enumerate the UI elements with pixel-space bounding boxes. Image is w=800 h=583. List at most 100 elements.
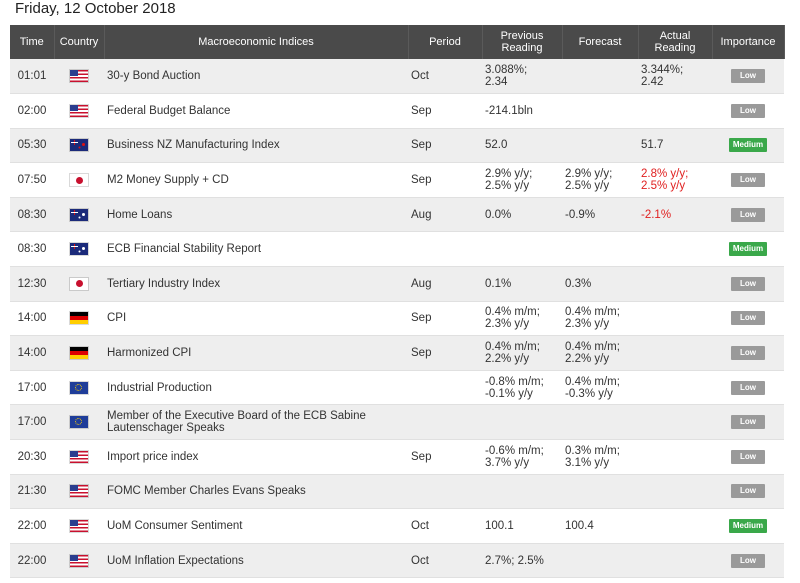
indicator-name[interactable]: CPI (104, 301, 408, 337)
previous-reading: -0.6% m/m; 3.7% y/y (482, 439, 562, 475)
table-row[interactable]: 20:30 Import price index Sep -0.6% m/m; 3.7%… (10, 439, 784, 475)
indicator-name[interactable]: ECB Financial Stability Report (104, 231, 408, 268)
event-time: 22:00 (10, 508, 54, 544)
previous-reading-value: 52.0 (485, 139, 508, 152)
actual-reading-value: 2.8% y/y; (641, 168, 689, 181)
indicator-name[interactable]: UoM Consumer Sentiment (104, 508, 408, 544)
actual-reading-value: 3.344%; (641, 64, 684, 77)
importance-badge: Medium (728, 242, 768, 257)
eu-flag-icon (70, 381, 88, 394)
previous-reading-value: 2.3% y/y (485, 318, 530, 331)
importance-badge: Low (731, 207, 765, 222)
indicator-name[interactable]: UoM Inflation Expectations (104, 543, 408, 579)
previous-reading-value: 100.1 (485, 520, 514, 533)
actual-reading (638, 474, 712, 510)
previous-reading: 0.4% m/m; 2.2% y/y (482, 335, 562, 371)
indicator-name[interactable]: Import price index (104, 439, 408, 475)
country-cell (54, 404, 104, 441)
forecast: 0.3% (562, 266, 638, 302)
event-time: 14:00 (10, 301, 54, 337)
economic-calendar-table: Time Country Macroeconomic Indices Perio… (10, 25, 785, 579)
indicator-name[interactable]: Home Loans (104, 197, 408, 233)
forecast-value: 0.3% (565, 277, 592, 290)
importance-badge: Low (731, 103, 765, 118)
table-row[interactable]: 14:00 CPI Sep 0.4% m/m; 2.3% y/y 0.4% m/m; 2.3… (10, 301, 784, 337)
table-row[interactable]: 22:00 UoM Consumer Sentiment Oct 100.1 100.4… (10, 508, 784, 544)
country-cell (54, 474, 104, 510)
previous-reading-value: 0.4% m/m; (485, 306, 540, 319)
period-cell: Sep (408, 301, 482, 337)
table-row[interactable]: 08:30 Home Loans Aug 0.0% -0.9% -2.1% Low (10, 197, 784, 233)
previous-reading: -0.8% m/m; -0.1% y/y (482, 370, 562, 406)
importance-badge: Low (731, 69, 765, 84)
previous-reading-value: 2.7%; 2.5% (485, 554, 544, 567)
period-cell: Sep (408, 335, 482, 371)
previous-reading (482, 474, 562, 510)
table-row[interactable]: 05:30 Business NZ Manufacturing Index Sep 5… (10, 128, 784, 164)
table-row[interactable]: 14:00 Harmonized CPI Sep 0.4% m/m; 2.2% y/y 0… (10, 335, 784, 371)
country-cell (54, 266, 104, 302)
importance-badge: Low (731, 553, 765, 568)
event-time: 21:30 (10, 474, 54, 510)
period-cell: Oct (408, 543, 482, 579)
table-body: 01:01 30-y Bond Auction Oct 3.088%; 2.34 3.34… (10, 59, 784, 579)
country-cell (54, 508, 104, 544)
actual-reading (638, 370, 712, 406)
au-flag-icon (70, 243, 88, 256)
us-flag-icon (70, 450, 88, 463)
forecast-value: 2.3% y/y (565, 318, 610, 331)
page-title: Friday, 12 October 2018 (15, 0, 176, 17)
indicator-name[interactable]: Business NZ Manufacturing Index (104, 128, 408, 164)
actual-reading (638, 508, 712, 544)
actual-reading (638, 231, 712, 268)
forecast-value: 0.4% m/m; (565, 306, 620, 319)
table-row[interactable]: 22:00 UoM Inflation Expectations Oct 2.7%; … (10, 543, 784, 579)
us-flag-icon (70, 520, 88, 532)
country-cell (54, 439, 104, 475)
previous-reading (482, 231, 562, 268)
eu-flag-icon (70, 416, 88, 429)
forecast: 0.4% m/m; 2.3% y/y (562, 301, 638, 337)
table-row[interactable]: 21:30 FOMC Member Charles Evans Speaks Low (10, 474, 784, 510)
forecast: 0.4% m/m; 2.2% y/y (562, 335, 638, 371)
table-row[interactable]: 07:50 M2 Money Supply + CD Sep 2.9% y/y; 2.5… (10, 162, 784, 198)
forecast: 0.3% m/m; 3.1% y/y (562, 439, 638, 475)
header-country: Country (54, 25, 105, 59)
indicator-name[interactable]: Tertiary Industry Index (104, 266, 408, 302)
forecast (562, 93, 638, 129)
event-time: 02:00 (10, 93, 54, 129)
country-cell (54, 231, 104, 268)
importance-badge: Low (731, 449, 765, 464)
table-row[interactable]: 02:00 Federal Budget Balance Sep -214.1bln L… (10, 93, 784, 129)
previous-reading-value: 3.7% y/y (485, 456, 530, 469)
table-row[interactable]: 17:00 Industrial Production -0.8% m/m; -0.1… (10, 370, 784, 406)
forecast (562, 231, 638, 268)
previous-reading-value: -0.8% m/m; (485, 375, 544, 388)
country-cell (54, 162, 104, 198)
actual-reading (638, 439, 712, 475)
actual-reading: 3.344%; 2.42 (638, 59, 712, 95)
indicator-name[interactable]: FOMC Member Charles Evans Speaks (104, 474, 408, 510)
importance-cell: Low (712, 370, 784, 406)
forecast-value: 0.4% m/m; (565, 375, 620, 388)
period-cell: Sep (408, 162, 482, 198)
indicator-name[interactable]: 30-y Bond Auction (104, 59, 408, 95)
nz-flag-icon (70, 139, 88, 152)
table-row[interactable]: 12:30 Tertiary Industry Index Aug 0.1% 0.3% L… (10, 266, 784, 302)
indicator-name[interactable]: Industrial Production (104, 370, 408, 406)
period-cell (408, 404, 482, 441)
indicator-name[interactable]: Federal Budget Balance (104, 93, 408, 129)
actual-reading-value: 2.5% y/y (641, 180, 686, 193)
table-row[interactable]: 08:30 ECB Financial Stability Report Mediu… (10, 231, 784, 268)
country-cell (54, 301, 104, 337)
indicator-name[interactable]: Member of the Executive Board of the ECB… (104, 404, 408, 441)
previous-reading-value: 2.9% y/y; (485, 168, 533, 181)
period-cell: Oct (408, 508, 482, 544)
forecast-value: 2.2% y/y (565, 353, 610, 366)
indicator-name[interactable]: Harmonized CPI (104, 335, 408, 371)
header-importance: Importance (712, 25, 785, 59)
importance-cell: Low (712, 404, 784, 441)
indicator-name[interactable]: M2 Money Supply + CD (104, 162, 408, 198)
table-row[interactable]: 01:01 30-y Bond Auction Oct 3.088%; 2.34 3.34… (10, 59, 784, 95)
table-row[interactable]: 17:00 Member of the Executive Board of th… (10, 404, 784, 441)
